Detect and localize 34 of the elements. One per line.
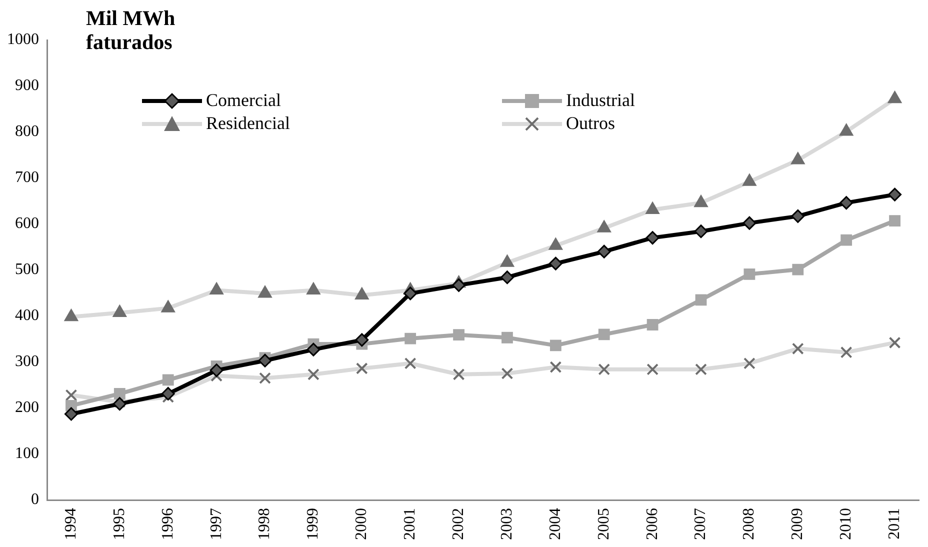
y-tick-label: 0 <box>31 491 39 508</box>
x-tick-label: 2008 <box>740 508 758 540</box>
y-tick-label: 500 <box>15 261 39 278</box>
legend-label: Industrial <box>566 90 635 111</box>
x-tick-label: 1995 <box>110 508 128 540</box>
y-tick-label: 400 <box>15 307 39 324</box>
legend-label: Comercial <box>206 90 281 111</box>
legend-label: Residencial <box>206 113 290 134</box>
x-tick-label: 2010 <box>838 508 855 540</box>
x-tick-label: 2007 <box>692 508 710 540</box>
y-tick-label: 200 <box>15 399 39 416</box>
x-tick-label: 2004 <box>546 508 564 540</box>
x-tick-label: 2009 <box>789 508 806 540</box>
y-tick-label: 1000 <box>7 31 39 48</box>
legend-label: Outros <box>566 113 615 134</box>
x-tick-label: 2001 <box>402 508 419 540</box>
y-axis-title: Mil MWh faturados <box>86 6 176 54</box>
x-tick-label: 1994 <box>62 508 80 540</box>
y-tick-label: 800 <box>15 123 39 140</box>
x-tick-label: 1997 <box>208 508 225 540</box>
y-tick-label: 300 <box>15 353 39 370</box>
x-tick-label: 2003 <box>498 508 516 540</box>
x-tick-label: 1999 <box>304 508 322 540</box>
x-tick-label: 1998 <box>256 508 274 540</box>
x-tick-label: 2000 <box>353 508 370 540</box>
x-tick-label: 2011 <box>886 508 903 540</box>
y-tick-label: 700 <box>15 169 39 186</box>
x-tick-label: 2002 <box>450 508 467 540</box>
x-tick-label: 2006 <box>644 508 661 540</box>
y-tick-label: 600 <box>15 215 39 232</box>
y-tick-label: 900 <box>15 77 39 94</box>
y-tick-label: 100 <box>15 445 39 462</box>
x-tick-label: 2005 <box>595 508 612 540</box>
x-tick-label: 1996 <box>159 508 176 540</box>
